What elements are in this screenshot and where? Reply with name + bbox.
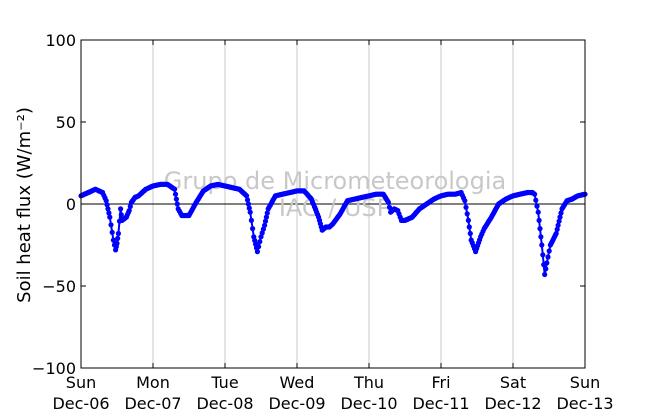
data-point [114, 240, 120, 246]
x-tick-label-day: Fri [431, 373, 450, 392]
data-point [262, 222, 268, 228]
data-point [545, 254, 551, 260]
x-tick-label-date: Dec-07 [124, 394, 181, 409]
x-tick-label-date: Dec-13 [556, 394, 613, 409]
data-point [107, 214, 113, 220]
data-point [463, 204, 469, 210]
x-tick-label-day: Tue [210, 373, 238, 392]
data-point [244, 197, 251, 203]
data-point [103, 198, 109, 204]
data-point [106, 210, 112, 216]
data-point [385, 199, 391, 205]
data-point [554, 226, 560, 232]
data-point [263, 214, 269, 220]
data-point [126, 208, 132, 214]
data-point [466, 224, 472, 230]
data-point [250, 226, 256, 232]
watermark-line-1: Grupo de Micrometeorologia [164, 167, 506, 195]
x-tick-label-date: Dec-08 [196, 394, 253, 409]
data-point [259, 230, 265, 236]
data-point [256, 244, 262, 250]
data-point [172, 186, 178, 192]
x-tick-label-day: Wed [280, 373, 315, 392]
data-point [464, 211, 470, 217]
data-point [110, 237, 116, 243]
data-point [537, 226, 543, 232]
x-tick-label-date: Dec-11 [412, 394, 469, 409]
data-point [532, 191, 538, 197]
data-point [467, 230, 473, 237]
x-tick-label-date: Dec-09 [268, 394, 325, 409]
y-tick-label: 0 [66, 195, 76, 214]
data-point [115, 235, 121, 241]
data-point [536, 217, 542, 223]
data-point [542, 271, 548, 278]
data-point [539, 242, 545, 248]
y-tick-label: −100 [32, 359, 76, 378]
data-point [264, 210, 270, 216]
data-point [546, 248, 552, 254]
x-tick-layer: Sun Dec-06 Mon Dec-07 Tue Dec-08 Wed Dec-09 Thu D… [52, 40, 614, 409]
x-tick-label-day: Sun [570, 373, 600, 392]
data-point [245, 201, 251, 207]
data-point [109, 229, 115, 235]
data-point [118, 212, 124, 218]
data-point [538, 234, 544, 240]
x-tick-label-date: Dec-06 [52, 394, 109, 409]
data-point [533, 197, 539, 203]
data-point [244, 193, 250, 199]
data-point [174, 201, 180, 207]
data-point [553, 230, 559, 237]
data-point [262, 218, 269, 224]
data-point [247, 209, 253, 215]
data-point [556, 218, 562, 224]
y-axis-label: Soil heat flux (W/m⁻²) [14, 107, 35, 303]
data-point [105, 206, 111, 212]
x-tick-label-day: Sat [500, 373, 526, 392]
data-point [248, 217, 254, 223]
x-tick-label-date: Dec-10 [340, 394, 397, 409]
data-point [462, 198, 468, 204]
data-point [104, 202, 110, 208]
y-tick-label: −50 [42, 277, 76, 296]
data-point [557, 214, 563, 220]
data-point [172, 191, 179, 197]
y-tick-label: 100 [45, 31, 76, 50]
data-point [465, 217, 471, 223]
data-point [535, 209, 541, 215]
data-point [558, 210, 564, 216]
series-layer [78, 181, 588, 278]
data-point [173, 196, 179, 202]
data-point [118, 206, 124, 212]
x-tick-label-day: Mon [136, 373, 170, 392]
data-point [257, 239, 263, 245]
data-point [246, 205, 252, 211]
y-tick-label: 50 [56, 113, 76, 132]
x-tick-label-day: Thu [353, 373, 384, 392]
data-point [386, 204, 393, 210]
data-point [543, 266, 549, 272]
data-point [127, 203, 133, 210]
y-tick-layer: 100 50 0 −50 −100 [32, 31, 585, 378]
data-point [555, 222, 561, 228]
x-tick-label-day: Sun [66, 373, 96, 392]
x-tick-label-date: Dec-12 [484, 394, 541, 409]
data-point [544, 260, 550, 266]
data-point [540, 252, 546, 258]
data-point [115, 230, 121, 237]
data-point [534, 203, 540, 209]
data-point [108, 222, 114, 228]
data-point [254, 249, 260, 255]
